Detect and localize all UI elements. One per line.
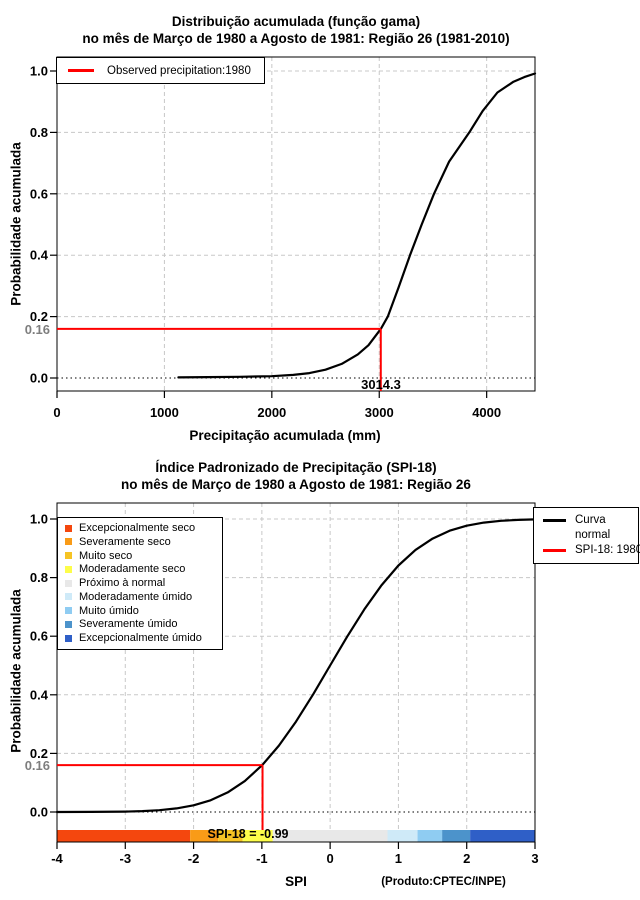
observed-precipitation-legend-line: [68, 69, 94, 72]
series-legend: Curva normal SPI-18: 1980: [533, 507, 640, 564]
spi-category-bar-segment: [417, 830, 443, 842]
top-chart-legend: Observed precipitation:1980: [56, 57, 265, 84]
legend-label-line: Curva: [575, 514, 606, 526]
y-tick-label: 0.6: [30, 186, 48, 201]
top-y-axis-title: Probabilidade acumulada: [8, 142, 24, 306]
x-tick-label: -2: [188, 851, 200, 866]
x-tick-label: -3: [120, 851, 132, 866]
bottom-probability-annotation: 0.16: [24, 758, 50, 773]
legend-item-proximo-a-normal: Próximo à normal: [58, 577, 222, 589]
y-tick-label: 0.8: [30, 125, 48, 140]
spi-category-bar-segment: [470, 830, 535, 842]
category-color-swatch: [65, 552, 72, 559]
category-label: Excepcionalmente úmido: [79, 632, 202, 644]
x-tick-label: 2: [463, 851, 470, 866]
x-tick-label: 1000: [150, 405, 179, 420]
legend-item-muito-umido: Muito úmido: [58, 605, 222, 617]
legend-label-line: normal: [575, 529, 611, 541]
y-tick-label: 0.0: [30, 805, 48, 820]
spi-value-label: SPI-18 = -0.99: [207, 827, 289, 841]
y-tick-label: 0.8: [30, 570, 48, 585]
cdf-curve: [177, 72, 537, 379]
bottom-chart-title-line1: Índice Padronizado de Precipitação (SPI-…: [155, 460, 437, 475]
spi-category-bar-segment: [442, 830, 471, 842]
x-tick-label: 1: [395, 851, 402, 866]
category-color-swatch: [65, 524, 72, 532]
x-tick-label: 0: [53, 405, 60, 420]
category-label: Severamente seco: [79, 535, 171, 548]
legend-item-excepcionalmente-seco: Excepcionalmente seco: [58, 522, 222, 534]
category-label: Muito úmido: [79, 604, 139, 617]
legend-item-curva-normal: Curva normal: [534, 513, 638, 543]
spi-category-bar-segment: [190, 830, 219, 842]
x-tick-label: 0: [327, 851, 334, 866]
legend-item-excepcionalmente-umido: Excepcionalmente úmido: [58, 632, 222, 644]
category-label: Excepcionalmente seco: [79, 522, 196, 534]
category-color-swatch: [65, 579, 72, 587]
spi18-legend-line: [543, 549, 566, 552]
gamma-cdf-plot: 0 1000 2000 3000 4000 0.0 0.2 0.4 0.6 0.8 1.0: [30, 56, 537, 420]
category-label: Moderadamente seco: [79, 563, 186, 576]
category-color-swatch: [65, 593, 72, 601]
legend-item-severamente-seco: Severamente seco: [58, 536, 222, 548]
x-tick-label: 4000: [472, 405, 501, 420]
top-chart-title-line2: no mês de Março de 1980 a Agosto de 1981…: [82, 31, 510, 46]
plot-box: [56, 502, 536, 843]
y-tick-label: 0.4: [30, 687, 49, 702]
top-value-annotation: 3014.3: [361, 377, 401, 392]
legend-item-moderadamente-umido: Moderadamente úmido: [58, 591, 222, 603]
bottom-y-axis-title: Probabilidade acumulada: [8, 589, 24, 753]
x-tick-label: 3000: [365, 405, 394, 420]
category-label: Moderadamente úmido: [79, 590, 193, 603]
legend-item-muito-seco: Muito seco: [58, 550, 222, 562]
normal-curve-legend-line: [543, 519, 566, 522]
y-tick-label: 0.2: [30, 746, 48, 761]
cdf-curve: [55, 518, 537, 814]
bottom-x-axis-title: SPI: [285, 874, 307, 889]
legend-item-spi18-1980: SPI-18: 1980: [534, 543, 640, 558]
legend-item-moderadamente-seco: Moderadamente seco: [58, 563, 222, 575]
x-tick-label: -4: [51, 851, 63, 866]
y-tick-label: 1.0: [30, 512, 48, 527]
category-label: Muito seco: [79, 549, 133, 562]
spi-category-bar-segment: [57, 830, 191, 842]
x-tick-label: 3: [531, 851, 538, 866]
top-x-axis-title: Precipitação acumulada (mm): [189, 428, 381, 443]
x-tick-label: 2000: [257, 405, 286, 420]
y-tick-label: 0.2: [30, 309, 48, 324]
top-chart-title-line1: Distribuição acumulada (função gama): [171, 14, 421, 29]
y-tick-label: 1.0: [30, 64, 48, 79]
category-color-swatch: [65, 565, 72, 573]
category-label: Próximo à normal: [79, 577, 166, 589]
bottom-chart-title-line2: no mês de Março de 1980 a Agosto de 1981…: [121, 477, 471, 492]
category-color-swatch: [65, 620, 72, 628]
y-tick-label: 0.0: [30, 371, 48, 386]
product-credit: (Produto:CPTEC/INPE): [381, 876, 506, 888]
category-color-swatch: [65, 607, 72, 614]
y-tick-label: 0.4: [30, 248, 49, 263]
plot-box: [56, 56, 536, 392]
spi-category-bar-segment: [242, 830, 273, 842]
y-tick-label: 0.6: [30, 629, 48, 644]
legend-item-severamente-umido: Severamente úmido: [58, 618, 222, 630]
category-color-swatch: [65, 634, 72, 642]
spi-category-bar-segment: [387, 830, 418, 842]
spi-category-legend: Excepcionalmente seco Severamente seco M…: [57, 517, 223, 650]
category-label: Severamente úmido: [79, 618, 178, 631]
spi-category-bar-segment: [272, 830, 388, 842]
spi-category-bar-segment: [218, 830, 243, 842]
observed-precipitation-legend-label: Observed precipitation:1980: [107, 64, 251, 77]
spi18-legend-label: SPI-18: 1980: [575, 544, 640, 556]
category-color-swatch: [65, 538, 72, 546]
top-probability-annotation: 0.16: [24, 322, 50, 337]
normal-curve-legend-label: Curva normal: [575, 513, 610, 543]
x-tick-label: -1: [256, 851, 268, 866]
